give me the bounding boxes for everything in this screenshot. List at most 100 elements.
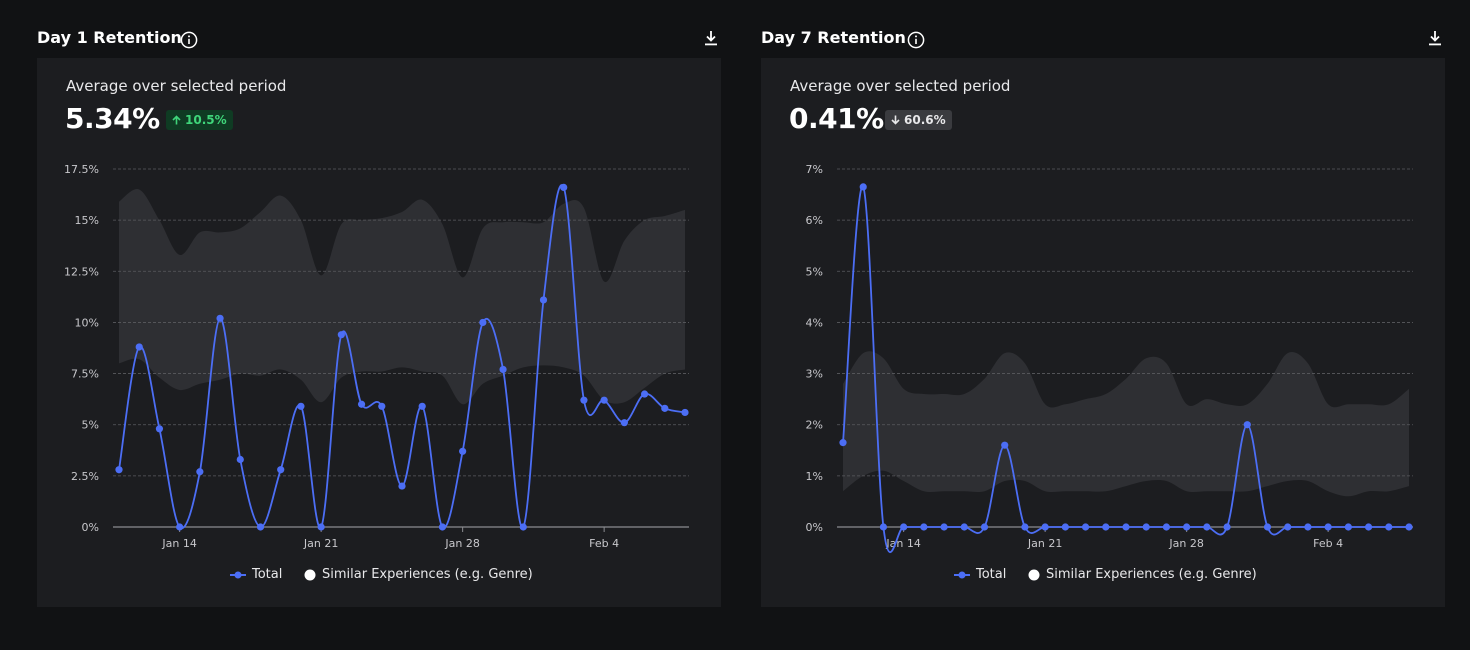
total-data-point[interactable] xyxy=(1203,523,1211,531)
total-data-point[interactable] xyxy=(1102,523,1110,531)
x-tick-label: Feb 4 xyxy=(1313,537,1343,550)
total-data-point[interactable] xyxy=(196,468,204,476)
legend-line-dot-icon xyxy=(230,571,246,579)
total-data-point[interactable] xyxy=(459,447,467,455)
total-data-point[interactable] xyxy=(337,331,345,339)
total-data-point[interactable] xyxy=(1142,523,1150,531)
total-data-point[interactable] xyxy=(661,404,669,412)
legend-label-total: Total xyxy=(252,567,283,582)
total-data-point[interactable] xyxy=(539,296,548,304)
total-data-point[interactable] xyxy=(236,455,244,464)
x-tick-label: Jan 14 xyxy=(885,537,920,550)
x-tick-label: Jan 28 xyxy=(444,537,479,550)
total-data-point[interactable] xyxy=(297,402,305,410)
legend-item-similar[interactable]: Similar Experiences (e.g. Genre) xyxy=(1028,567,1257,582)
total-data-point[interactable] xyxy=(1324,523,1332,531)
total-data-point[interactable] xyxy=(1223,523,1231,531)
arrow-up-icon xyxy=(172,115,181,125)
total-data-point[interactable] xyxy=(1162,523,1171,531)
total-data-point[interactable] xyxy=(216,314,224,322)
total-data-point[interactable] xyxy=(378,402,386,410)
legend-line-dot-icon xyxy=(954,571,970,579)
legend-label-similar: Similar Experiences (e.g. Genre) xyxy=(322,567,533,582)
total-data-point[interactable] xyxy=(960,523,968,531)
total-data-point[interactable] xyxy=(980,523,989,531)
total-data-point[interactable] xyxy=(560,183,568,192)
total-data-point[interactable] xyxy=(277,466,285,474)
total-data-point[interactable] xyxy=(1304,523,1312,531)
total-data-point[interactable] xyxy=(940,523,948,531)
total-data-point[interactable] xyxy=(1081,523,1090,531)
total-data-point[interactable] xyxy=(1122,523,1130,531)
legend-item-total[interactable]: Total xyxy=(954,567,1006,582)
total-data-point[interactable] xyxy=(681,408,689,417)
total-data-point[interactable] xyxy=(1001,441,1009,449)
similar-experiences-band xyxy=(843,351,1409,497)
y-tick-label: 17.5% xyxy=(64,163,99,176)
download-icon[interactable] xyxy=(1427,29,1443,47)
total-data-point[interactable] xyxy=(1243,421,1251,429)
legend-circle-icon xyxy=(1028,569,1040,581)
total-data-point[interactable] xyxy=(499,365,507,374)
total-data-point[interactable] xyxy=(438,523,447,531)
total-data-point[interactable] xyxy=(859,183,867,191)
delta-badge: 10.5% xyxy=(166,110,233,130)
y-tick-label: 3% xyxy=(806,368,823,381)
panel-header: Day 7 Retention xyxy=(761,26,1445,52)
total-data-point[interactable] xyxy=(398,482,406,490)
total-data-point[interactable] xyxy=(1405,523,1413,531)
y-tick-label: 4% xyxy=(806,316,823,329)
panel-header: Day 1 Retention xyxy=(37,26,721,52)
total-data-point[interactable] xyxy=(580,396,588,404)
total-data-point[interactable] xyxy=(879,523,888,531)
legend-circle-icon xyxy=(304,569,316,581)
total-data-point[interactable] xyxy=(135,343,143,351)
total-data-point[interactable] xyxy=(600,396,608,404)
total-data-point[interactable] xyxy=(155,425,164,433)
total-data-point[interactable] xyxy=(519,523,527,531)
total-data-point[interactable] xyxy=(418,402,426,410)
total-data-point[interactable] xyxy=(839,439,847,447)
total-data-point[interactable] xyxy=(317,523,325,531)
average-value: 5.34% xyxy=(65,102,160,135)
total-series-line xyxy=(842,185,1409,553)
y-tick-label: 2% xyxy=(806,419,823,432)
total-data-point[interactable] xyxy=(640,390,649,398)
legend-label-similar: Similar Experiences (e.g. Genre) xyxy=(1046,567,1257,582)
total-data-point[interactable] xyxy=(1061,523,1069,531)
chart-card: Average over selected period 0.41% 60.6%… xyxy=(761,58,1445,607)
total-data-point[interactable] xyxy=(1364,523,1373,531)
x-tick-label: Feb 4 xyxy=(589,537,619,550)
legend-item-total[interactable]: Total xyxy=(230,567,282,582)
panel-day1-retention: Day 1 Retention Average over selected pe… xyxy=(37,0,721,607)
y-tick-label: 12.5% xyxy=(64,265,99,278)
total-data-point[interactable] xyxy=(1385,523,1393,531)
total-data-point[interactable] xyxy=(1263,523,1272,531)
panel-title: Day 1 Retention xyxy=(37,28,182,47)
average-label: Average over selected period xyxy=(790,77,1011,95)
total-data-point[interactable] xyxy=(479,318,487,327)
total-data-point[interactable] xyxy=(115,466,123,474)
total-data-point[interactable] xyxy=(1183,523,1191,531)
total-data-point[interactable] xyxy=(1041,523,1049,531)
total-data-point[interactable] xyxy=(1284,523,1292,531)
total-data-point[interactable] xyxy=(620,419,628,427)
legend-item-similar[interactable]: Similar Experiences (e.g. Genre) xyxy=(304,567,533,582)
total-data-point[interactable] xyxy=(357,400,366,408)
info-icon[interactable] xyxy=(907,31,925,49)
line-chart: 0% 2.5% 5% 7.5% 10% 12.5% 15% 17.5% Jan 14 Jan 21… xyxy=(64,163,689,550)
total-data-point[interactable] xyxy=(1021,523,1029,531)
y-tick-label: 5% xyxy=(806,265,823,278)
download-icon[interactable] xyxy=(703,29,719,47)
chart-legend: Total Similar Experiences (e.g. Genre) xyxy=(761,567,1445,587)
total-data-point[interactable] xyxy=(920,523,928,531)
delta-value: 60.6% xyxy=(904,113,946,127)
total-data-point[interactable] xyxy=(900,523,908,531)
total-data-point[interactable] xyxy=(256,523,265,531)
info-icon[interactable] xyxy=(180,31,198,49)
total-data-point[interactable] xyxy=(1344,523,1352,531)
y-tick-label: 1% xyxy=(806,470,823,483)
similar-experiences-band xyxy=(119,189,685,405)
y-tick-label: 2.5% xyxy=(71,470,99,483)
total-data-point[interactable] xyxy=(176,523,184,531)
